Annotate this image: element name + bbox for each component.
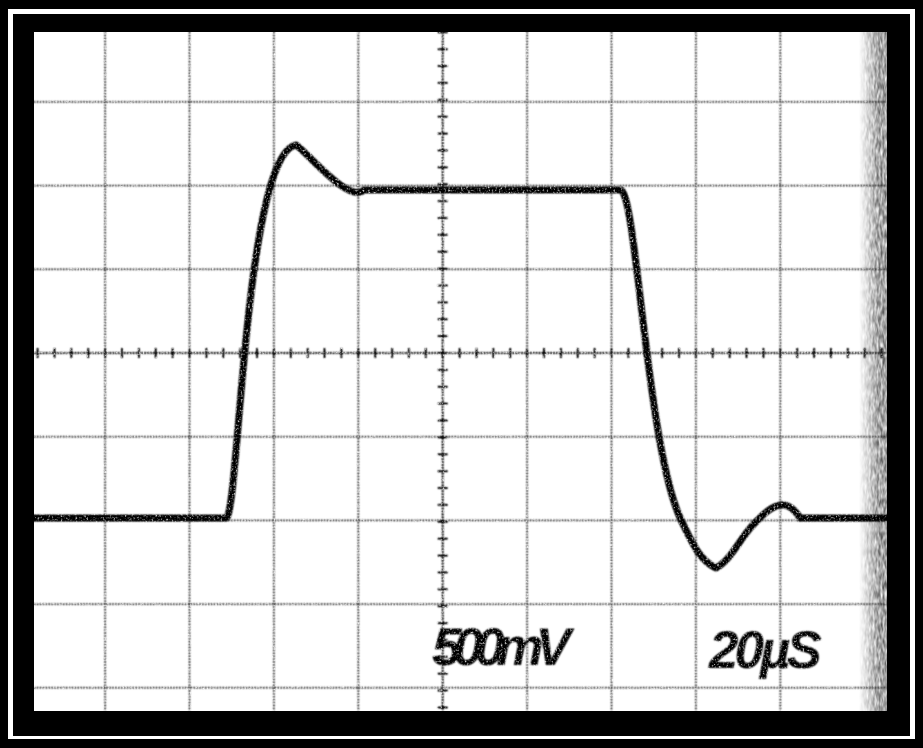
svg-text:20µS: 20µS: [708, 621, 821, 680]
svg-text:500mV: 500mV: [432, 618, 576, 677]
